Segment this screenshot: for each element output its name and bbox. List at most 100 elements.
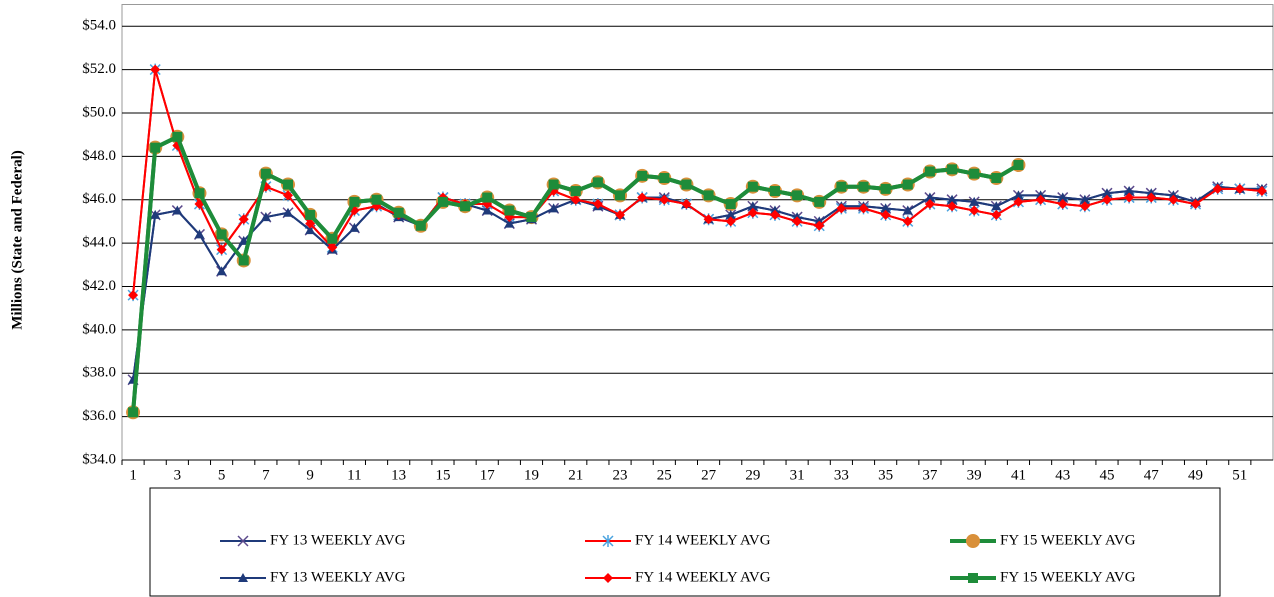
point bbox=[260, 212, 271, 222]
point bbox=[238, 214, 249, 225]
point bbox=[880, 209, 891, 220]
x-tick-label: 29 bbox=[745, 467, 760, 483]
point bbox=[504, 205, 515, 216]
point bbox=[615, 209, 626, 220]
point bbox=[969, 205, 980, 216]
x-tick-label: 7 bbox=[262, 467, 270, 483]
legend-label: FY 13 WEEKLY AVG bbox=[270, 569, 406, 585]
legend bbox=[149, 487, 1221, 597]
legend-marker bbox=[966, 534, 980, 548]
point bbox=[725, 216, 736, 227]
point bbox=[947, 201, 958, 212]
point bbox=[1146, 192, 1157, 203]
x-tick-label: 19 bbox=[524, 467, 539, 483]
x-tick-label: 1 bbox=[129, 467, 137, 483]
point bbox=[150, 209, 161, 219]
point bbox=[924, 166, 935, 177]
x-tick-label: 39 bbox=[967, 467, 982, 483]
point bbox=[969, 196, 980, 206]
point bbox=[128, 407, 139, 418]
x-tick-label: 27 bbox=[701, 467, 717, 483]
point bbox=[238, 255, 249, 266]
point bbox=[637, 170, 648, 181]
legend-marker bbox=[968, 573, 978, 583]
x-tick-label: 3 bbox=[174, 467, 182, 483]
point bbox=[592, 199, 603, 210]
point bbox=[1013, 160, 1024, 171]
x-tick-label: 9 bbox=[306, 467, 314, 483]
x-tick-label: 11 bbox=[347, 467, 361, 483]
point bbox=[172, 131, 183, 142]
y-tick-label: $48.0 bbox=[82, 148, 116, 164]
point bbox=[548, 179, 559, 190]
legend-label: FY 14 WEEKLY AVG bbox=[635, 569, 771, 585]
point bbox=[194, 229, 205, 239]
point bbox=[305, 225, 316, 235]
point bbox=[1124, 192, 1135, 203]
point bbox=[172, 205, 183, 215]
y-tick-label: $54.0 bbox=[82, 18, 116, 34]
series bbox=[128, 131, 1024, 418]
y-tick-label: $34.0 bbox=[82, 451, 116, 467]
legend-marker bbox=[603, 573, 613, 583]
legend-label: FY 15 WEEKLY AVG bbox=[1000, 532, 1136, 548]
y-tick-label: $50.0 bbox=[82, 104, 116, 120]
x-tick-label: 45 bbox=[1099, 467, 1114, 483]
x-tick-label: 23 bbox=[613, 467, 628, 483]
x-tick-label: 33 bbox=[834, 467, 849, 483]
series-line bbox=[132, 68, 1263, 296]
point bbox=[150, 64, 161, 75]
point bbox=[902, 205, 913, 215]
y-tick-label: $36.0 bbox=[82, 408, 116, 424]
point bbox=[415, 220, 426, 231]
point bbox=[1057, 199, 1068, 210]
point bbox=[437, 196, 448, 207]
point bbox=[150, 142, 161, 153]
point bbox=[615, 190, 626, 201]
point bbox=[703, 190, 714, 201]
point bbox=[349, 222, 360, 232]
point bbox=[747, 207, 758, 218]
x-tick-label: 31 bbox=[790, 467, 805, 483]
point bbox=[526, 212, 537, 223]
point bbox=[769, 209, 780, 220]
point bbox=[991, 201, 1002, 211]
x-tick-label: 49 bbox=[1188, 467, 1203, 483]
point bbox=[1168, 194, 1179, 205]
x-tick-label: 43 bbox=[1055, 467, 1070, 483]
point bbox=[681, 199, 692, 210]
point bbox=[836, 203, 847, 214]
point bbox=[327, 233, 338, 244]
x-tick-label: 5 bbox=[218, 467, 226, 483]
legend-label: FY 13 WEEKLY AVG bbox=[270, 532, 406, 548]
y-tick-label: $42.0 bbox=[82, 278, 116, 294]
point bbox=[482, 205, 493, 215]
point bbox=[283, 207, 294, 217]
plot-area bbox=[121, 4, 1274, 461]
point bbox=[260, 168, 271, 179]
point bbox=[924, 199, 935, 210]
point bbox=[393, 207, 404, 218]
y-tick-label: $38.0 bbox=[82, 365, 116, 381]
legend-label: FY 14 WEEKLY AVG bbox=[635, 532, 771, 548]
point bbox=[703, 214, 714, 225]
point bbox=[1101, 188, 1112, 198]
point bbox=[769, 186, 780, 197]
point bbox=[637, 192, 648, 203]
point bbox=[482, 192, 493, 203]
point bbox=[1057, 192, 1068, 202]
y-axis-title: Millions (State and Federal) bbox=[9, 150, 25, 330]
point bbox=[592, 177, 603, 188]
point bbox=[947, 194, 958, 204]
y-tick-label: $40.0 bbox=[82, 321, 116, 337]
point bbox=[1101, 194, 1112, 205]
point bbox=[283, 190, 294, 201]
point bbox=[327, 242, 338, 253]
x-tick-label: 37 bbox=[922, 467, 938, 483]
point bbox=[924, 192, 935, 202]
point bbox=[814, 196, 825, 207]
point bbox=[1079, 194, 1090, 204]
point bbox=[681, 179, 692, 190]
point bbox=[1013, 190, 1024, 200]
